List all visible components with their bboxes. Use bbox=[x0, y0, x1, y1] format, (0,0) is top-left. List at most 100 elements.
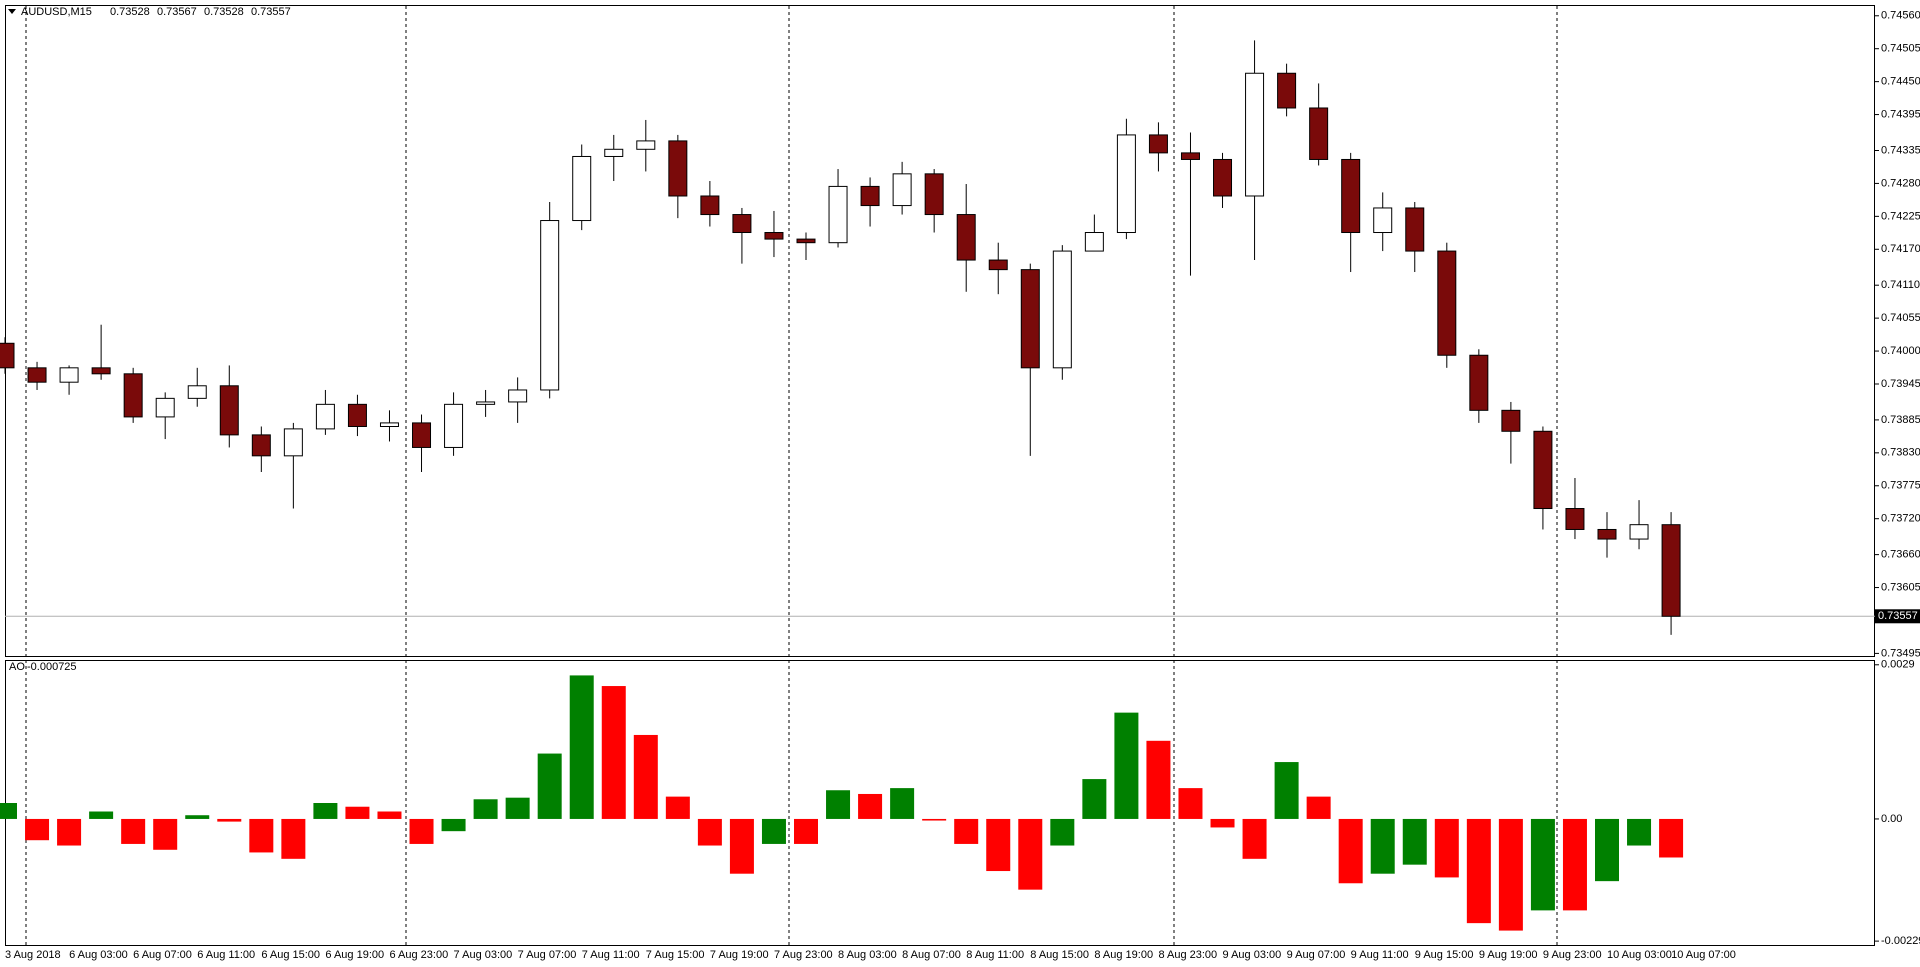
ao-bar bbox=[1210, 818, 1235, 828]
ao-bar bbox=[1530, 818, 1555, 911]
candle-body bbox=[1148, 134, 1168, 154]
candle-body bbox=[1020, 269, 1040, 369]
y-tick-label: 0.73775 bbox=[1881, 480, 1920, 492]
ao-bar bbox=[1370, 818, 1395, 874]
candle-body bbox=[155, 397, 175, 418]
x-tick-label: 8 Aug 07:00 bbox=[902, 949, 961, 961]
candle-body bbox=[988, 259, 1008, 271]
ao-bar bbox=[409, 818, 434, 844]
x-tick-label: 6 Aug 11:00 bbox=[197, 949, 255, 961]
ao-last-value: -0.000725 bbox=[27, 661, 77, 673]
x-tick-label: 6 Aug 19:00 bbox=[325, 949, 384, 961]
last-price-box bbox=[1875, 609, 1920, 624]
x-tick-label: 7 Aug 23:00 bbox=[774, 949, 833, 961]
ao-bar bbox=[1659, 818, 1684, 858]
candle-body bbox=[27, 367, 47, 383]
ao-bar bbox=[1498, 818, 1523, 931]
ao-bar bbox=[665, 796, 690, 819]
candle-body bbox=[1116, 134, 1136, 234]
ao-bar bbox=[954, 818, 979, 844]
x-tick-label: 7 Aug 03:00 bbox=[454, 949, 513, 961]
x-tick-label: 7 Aug 07:00 bbox=[518, 949, 577, 961]
ao-bar bbox=[1178, 788, 1203, 819]
y-tick-label: 0.74335 bbox=[1881, 144, 1920, 156]
y-tick-label: 0.73495 bbox=[1881, 647, 1920, 659]
y-tick-label: 0.74505 bbox=[1881, 43, 1920, 55]
candle-body bbox=[540, 220, 560, 391]
candle-body bbox=[1405, 207, 1425, 252]
y-tick-label: -0.002298 bbox=[1881, 935, 1920, 947]
ao-bar bbox=[281, 818, 306, 859]
candle-body bbox=[347, 403, 367, 427]
ao-bar bbox=[1338, 818, 1363, 884]
symbol-label: AUDUSD,M15 bbox=[21, 6, 92, 18]
x-tick-label: 8 Aug 03:00 bbox=[838, 949, 897, 961]
ao-bar bbox=[0, 803, 17, 819]
ao-bar bbox=[1114, 712, 1139, 819]
candle-body bbox=[91, 367, 111, 375]
ao-bar bbox=[761, 818, 786, 844]
candle-body bbox=[1533, 430, 1553, 510]
candle-body bbox=[1373, 207, 1393, 234]
ao-bar bbox=[794, 818, 818, 844]
candle-body bbox=[251, 434, 271, 457]
x-tick-label: 9 Aug 23:00 bbox=[1543, 949, 1602, 961]
y-tick-label: 0.00 bbox=[1881, 813, 1902, 825]
ao-bar bbox=[441, 818, 466, 832]
candle-body bbox=[379, 422, 399, 427]
ao-bar bbox=[986, 818, 1011, 872]
x-tick-label: 9 Aug 19:00 bbox=[1479, 949, 1538, 961]
candle-body bbox=[444, 403, 464, 448]
x-tick-label: 7 Aug 19:00 bbox=[710, 949, 769, 961]
y-tick-label: 0.74110 bbox=[1881, 279, 1920, 291]
ao-bar bbox=[1050, 818, 1075, 846]
candle-body bbox=[668, 140, 688, 197]
x-tick-label: 10 Aug 03:00 bbox=[1607, 949, 1672, 961]
candle-body bbox=[123, 373, 143, 418]
y-tick-label: 0.0029 bbox=[1881, 659, 1915, 671]
ao-bar bbox=[922, 818, 947, 821]
x-tick-label: 9 Aug 11:00 bbox=[1351, 949, 1409, 961]
candle-body bbox=[315, 403, 335, 430]
header-value: 0.73557 bbox=[251, 6, 291, 18]
ao-bar bbox=[569, 675, 594, 819]
candle-body bbox=[828, 185, 848, 244]
y-tick-label: 0.74450 bbox=[1881, 76, 1920, 88]
candle-body bbox=[796, 238, 816, 244]
candle-body bbox=[1309, 107, 1329, 160]
candle-body bbox=[1245, 72, 1265, 197]
y-tick-label: 0.73660 bbox=[1881, 549, 1920, 561]
candle-body bbox=[604, 148, 624, 157]
x-tick-label: 7 Aug 11:00 bbox=[582, 949, 640, 961]
ao-bar bbox=[601, 686, 626, 819]
candle-body bbox=[508, 389, 528, 403]
x-tick-label: 6 Aug 07:00 bbox=[133, 949, 192, 961]
ao-bar bbox=[153, 818, 178, 850]
ao-label: AO bbox=[9, 661, 25, 673]
candle-body bbox=[1501, 409, 1521, 432]
ao-bar bbox=[890, 788, 915, 819]
header-value: 0.73528 bbox=[204, 6, 244, 18]
candle-body bbox=[892, 173, 912, 207]
x-tick-label: 8 Aug 19:00 bbox=[1094, 949, 1153, 961]
header-value: 0.73528 bbox=[110, 6, 150, 18]
ao-bar bbox=[633, 734, 658, 819]
ao-bar bbox=[858, 793, 883, 819]
candle-body bbox=[1565, 508, 1585, 530]
menu-arrow[interactable] bbox=[8, 9, 16, 14]
candle-body bbox=[1469, 354, 1489, 411]
y-tick-label: 0.74170 bbox=[1881, 243, 1920, 255]
candle-body bbox=[283, 428, 303, 457]
x-tick-label: 9 Aug 03:00 bbox=[1223, 949, 1282, 961]
ao-bar bbox=[1146, 740, 1171, 819]
ao-bar bbox=[57, 818, 82, 846]
ao-bar bbox=[1274, 762, 1299, 819]
ao-bar bbox=[185, 815, 210, 819]
x-tick-label: 8 Aug 23:00 bbox=[1158, 949, 1217, 961]
ao-bar bbox=[345, 806, 370, 819]
x-tick-label: 9 Aug 15:00 bbox=[1415, 949, 1474, 961]
ao-bar bbox=[89, 811, 114, 819]
ao-bar bbox=[25, 818, 50, 841]
y-tick-label: 0.74055 bbox=[1881, 312, 1920, 324]
